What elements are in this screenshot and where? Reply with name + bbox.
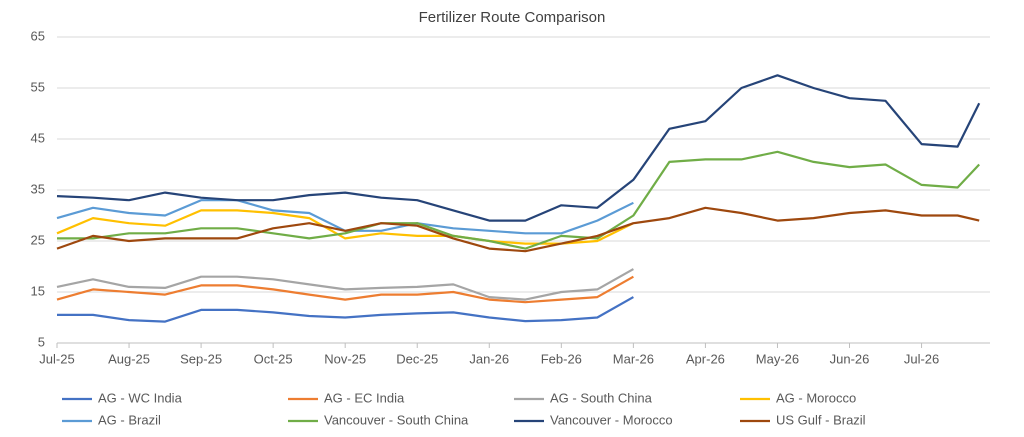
y-tick-label: 55 (31, 79, 45, 94)
legend-label: US Gulf - Brazil (776, 412, 866, 427)
y-tick-label: 65 (31, 28, 45, 43)
series-line (56, 209, 634, 245)
series-line (56, 74, 981, 222)
series-line (56, 206, 980, 253)
series-line (56, 199, 634, 235)
series-line (56, 268, 634, 301)
y-tick-label: 25 (31, 232, 45, 247)
x-tick-label: Jul-25 (39, 351, 74, 366)
x-tick-label: Jul-26 (904, 351, 939, 366)
x-tick-label: Jun-26 (830, 351, 870, 366)
legend-label: AG - EC India (324, 390, 405, 405)
y-tick-label: 45 (31, 130, 45, 145)
y-tick-label: 15 (31, 283, 45, 298)
series-line (57, 150, 981, 250)
x-tick-label: Nov-25 (324, 351, 366, 366)
x-tick-label: Apr-26 (686, 351, 725, 366)
legend-label: AG - Brazil (98, 412, 161, 427)
x-tick-label: Aug-25 (108, 351, 150, 366)
y-tick-label: 35 (31, 181, 45, 196)
x-tick-label: Sep-25 (180, 351, 222, 366)
x-tick-label: Mar-26 (613, 351, 654, 366)
y-tick-label: 5 (38, 334, 45, 349)
x-tick-label: Feb-26 (541, 351, 582, 366)
x-tick-label: May-26 (756, 351, 799, 366)
legend-label: Vancouver - South China (324, 412, 469, 427)
legend-label: AG - Morocco (776, 390, 856, 405)
legend-label: AG - South China (550, 390, 653, 405)
legend-label: Vancouver - Morocco (550, 412, 673, 427)
chart-title: Fertilizer Route Comparison (419, 9, 606, 26)
series-line (57, 296, 634, 323)
x-tick-label: Dec-25 (396, 351, 438, 366)
series-line (56, 275, 634, 304)
legend-label: AG - WC India (98, 390, 183, 405)
x-tick-label: Oct-25 (254, 351, 293, 366)
x-tick-label: Jan-26 (469, 351, 509, 366)
